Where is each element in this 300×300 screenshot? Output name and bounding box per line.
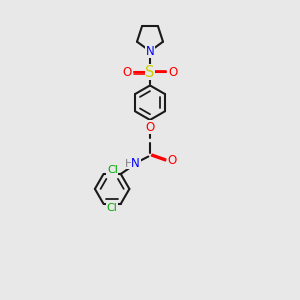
Text: O: O <box>167 154 177 167</box>
Text: S: S <box>145 65 155 80</box>
Text: N: N <box>146 45 154 58</box>
Text: O: O <box>123 66 132 79</box>
Text: H: H <box>125 159 133 169</box>
Text: O: O <box>168 66 177 79</box>
Text: N: N <box>131 157 140 170</box>
Text: Cl: Cl <box>107 165 118 175</box>
Text: O: O <box>146 121 154 134</box>
Text: Cl: Cl <box>106 202 117 213</box>
